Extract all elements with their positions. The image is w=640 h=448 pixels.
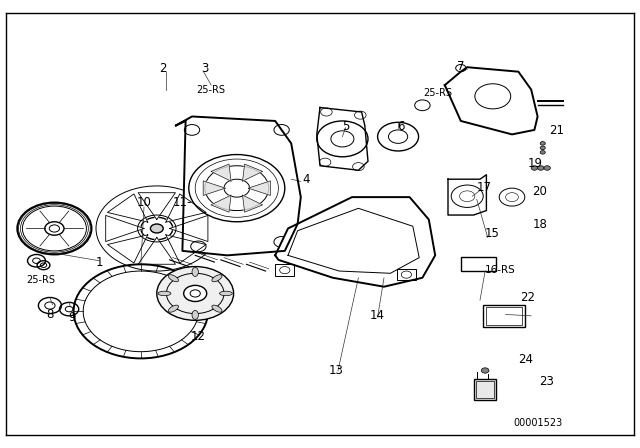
Text: 7: 7: [457, 60, 465, 73]
Text: 8: 8: [46, 308, 54, 321]
Circle shape: [157, 267, 234, 320]
Text: 19: 19: [528, 157, 543, 170]
Bar: [486, 307, 522, 325]
Circle shape: [150, 224, 163, 233]
Text: 2: 2: [159, 61, 167, 75]
Ellipse shape: [168, 305, 179, 312]
Text: 23: 23: [540, 375, 554, 388]
Text: 6: 6: [397, 120, 405, 133]
Text: 00001523: 00001523: [513, 418, 562, 428]
Ellipse shape: [158, 291, 171, 296]
Ellipse shape: [192, 267, 198, 276]
Text: 11-: 11-: [173, 196, 192, 209]
Polygon shape: [138, 193, 175, 220]
Text: 25-RS: 25-RS: [196, 85, 226, 95]
Circle shape: [544, 166, 550, 170]
Polygon shape: [243, 164, 262, 181]
Bar: [397, 269, 416, 280]
Polygon shape: [170, 215, 208, 241]
Text: 24: 24: [518, 353, 533, 366]
Polygon shape: [166, 194, 206, 222]
Polygon shape: [176, 116, 301, 255]
Text: 25-RS: 25-RS: [26, 275, 55, 285]
Circle shape: [184, 285, 207, 302]
Ellipse shape: [168, 275, 179, 282]
Ellipse shape: [212, 305, 222, 312]
Circle shape: [540, 151, 545, 154]
Polygon shape: [166, 235, 206, 263]
Circle shape: [531, 166, 538, 170]
Text: 9: 9: [68, 310, 76, 324]
Bar: [483, 305, 525, 327]
Polygon shape: [108, 194, 148, 222]
Text: 17: 17: [477, 181, 492, 194]
Polygon shape: [243, 195, 262, 212]
Circle shape: [538, 166, 544, 170]
Text: 20: 20: [532, 185, 547, 198]
Text: 1: 1: [95, 255, 103, 269]
Text: 3: 3: [201, 61, 209, 75]
Text: 10: 10: [136, 196, 152, 209]
Text: 14: 14: [370, 309, 385, 323]
Circle shape: [540, 146, 545, 150]
Circle shape: [481, 368, 489, 373]
Polygon shape: [108, 235, 148, 263]
Text: 22: 22: [520, 291, 534, 305]
Circle shape: [540, 142, 545, 145]
Polygon shape: [248, 181, 271, 195]
Bar: [476, 381, 494, 398]
Polygon shape: [211, 164, 231, 181]
Polygon shape: [275, 197, 435, 287]
Ellipse shape: [192, 310, 198, 319]
Text: 12: 12: [191, 330, 206, 344]
Text: 16-RS: 16-RS: [484, 265, 515, 275]
Bar: [275, 264, 294, 276]
Polygon shape: [106, 215, 144, 241]
Polygon shape: [203, 181, 225, 195]
Text: 18: 18: [532, 218, 547, 232]
Ellipse shape: [212, 275, 222, 282]
Polygon shape: [445, 67, 538, 134]
Text: 15: 15: [484, 227, 499, 241]
Text: 5: 5: [342, 120, 349, 133]
Text: 21: 21: [549, 124, 564, 138]
Text: 25-RS: 25-RS: [424, 88, 452, 98]
Polygon shape: [211, 195, 231, 212]
Polygon shape: [138, 237, 175, 264]
Bar: [461, 257, 496, 271]
Text: 13: 13: [328, 364, 344, 378]
Polygon shape: [448, 175, 486, 215]
Bar: [474, 379, 496, 400]
Ellipse shape: [220, 291, 232, 296]
Text: 4: 4: [302, 172, 310, 186]
Polygon shape: [317, 108, 368, 170]
